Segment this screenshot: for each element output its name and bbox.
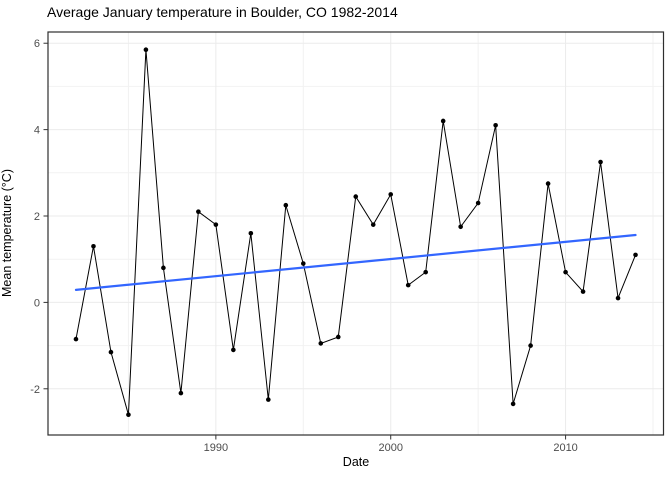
data-point bbox=[545, 181, 551, 186]
data-point bbox=[126, 412, 131, 417]
data-point bbox=[633, 252, 638, 258]
data-point bbox=[353, 194, 359, 199]
data-point bbox=[510, 401, 516, 407]
data-point bbox=[563, 269, 568, 275]
data-point bbox=[231, 347, 236, 353]
data-point bbox=[440, 118, 446, 124]
data-point bbox=[196, 209, 201, 214]
data-point bbox=[423, 269, 428, 275]
data-point bbox=[615, 295, 621, 301]
data-point bbox=[580, 289, 586, 294]
data-point bbox=[178, 390, 184, 396]
data-point bbox=[388, 192, 394, 197]
data-point bbox=[318, 341, 324, 346]
data-point bbox=[458, 224, 463, 230]
data-point bbox=[248, 230, 254, 236]
data-point bbox=[405, 282, 411, 288]
x-tick-label: 1990 bbox=[204, 442, 228, 454]
data-point bbox=[493, 122, 498, 128]
y-tick-label: 0 bbox=[34, 297, 40, 309]
y-axis-title: Mean temperature (°C) bbox=[0, 168, 14, 297]
data-point bbox=[283, 202, 289, 208]
panel-border bbox=[47, 31, 665, 436]
data-point bbox=[335, 334, 341, 340]
trend-line bbox=[74, 233, 637, 291]
data-point bbox=[370, 222, 376, 227]
data-point bbox=[108, 349, 114, 355]
x-axis-title: Date bbox=[342, 455, 370, 469]
chart-title: Average January temperature in Boulder, … bbox=[47, 4, 398, 20]
y-tick-label: 6 bbox=[34, 38, 40, 50]
data-point bbox=[598, 159, 603, 165]
data-point bbox=[300, 261, 306, 266]
data-point bbox=[73, 336, 79, 342]
plot-panel bbox=[48, 32, 664, 435]
data-point bbox=[213, 222, 219, 227]
data-point bbox=[161, 265, 166, 271]
data-point bbox=[91, 243, 96, 249]
x-tick-label: 2000 bbox=[378, 442, 402, 454]
data-point bbox=[266, 397, 271, 402]
y-tick-label: -2 bbox=[30, 384, 40, 396]
x-tick-label: 2010 bbox=[553, 442, 577, 454]
data-point bbox=[528, 343, 533, 348]
data-point bbox=[475, 200, 481, 206]
y-tick-label: 2 bbox=[34, 211, 40, 223]
y-tick-label: 4 bbox=[34, 125, 40, 137]
data-point bbox=[143, 47, 149, 53]
